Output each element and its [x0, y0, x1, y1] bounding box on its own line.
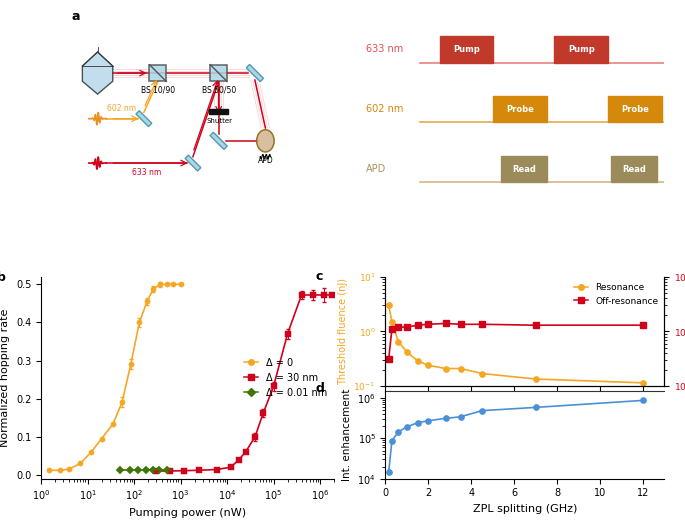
Text: 633 nm: 633 nm — [132, 168, 161, 177]
Polygon shape — [82, 52, 113, 94]
Bar — [149, 65, 166, 82]
Text: b: b — [0, 271, 6, 284]
Polygon shape — [136, 110, 152, 127]
Polygon shape — [210, 132, 227, 149]
Bar — [554, 36, 608, 63]
Legend: Δ = 0, Δ = 30 nm, Δ = 0.01 nm: Δ = 0, Δ = 30 nm, Δ = 0.01 nm — [242, 356, 329, 399]
X-axis label: Pumping power (nW): Pumping power (nW) — [129, 508, 246, 518]
Y-axis label: Int. enhancement: Int. enhancement — [342, 389, 351, 481]
Bar — [210, 65, 227, 82]
X-axis label: ZPL splitting (GHz): ZPL splitting (GHz) — [473, 504, 577, 514]
Text: Pump: Pump — [453, 45, 480, 54]
Text: 602 nm: 602 nm — [366, 104, 403, 114]
Text: 602 nm: 602 nm — [108, 105, 136, 114]
Text: d: d — [316, 382, 325, 396]
Text: BS 50/50: BS 50/50 — [201, 86, 236, 95]
Y-axis label: Threshold fluence (nJ): Threshold fluence (nJ) — [338, 278, 348, 385]
Polygon shape — [185, 155, 201, 171]
Bar — [440, 36, 493, 63]
Text: Read: Read — [512, 165, 536, 174]
Text: APD: APD — [366, 164, 386, 174]
Text: Read: Read — [622, 165, 646, 174]
Text: a: a — [71, 10, 80, 23]
Bar — [608, 96, 662, 123]
Bar — [610, 156, 657, 182]
Text: c: c — [316, 270, 323, 283]
Text: Probe: Probe — [506, 105, 534, 114]
Text: BS 10/90: BS 10/90 — [141, 86, 175, 95]
Text: Shutter: Shutter — [207, 118, 233, 124]
Legend: Resonance, Off-resonance: Resonance, Off-resonance — [573, 281, 660, 307]
Text: Probe: Probe — [621, 105, 649, 114]
Text: Pump: Pump — [568, 45, 595, 54]
Y-axis label: Normalized hopping rate: Normalized hopping rate — [1, 308, 10, 447]
Ellipse shape — [257, 130, 274, 152]
Bar — [210, 109, 228, 114]
Text: APD: APD — [258, 156, 273, 165]
Bar — [501, 156, 547, 182]
Text: 633 nm: 633 nm — [366, 44, 403, 55]
Polygon shape — [247, 65, 264, 82]
Bar — [493, 96, 547, 123]
